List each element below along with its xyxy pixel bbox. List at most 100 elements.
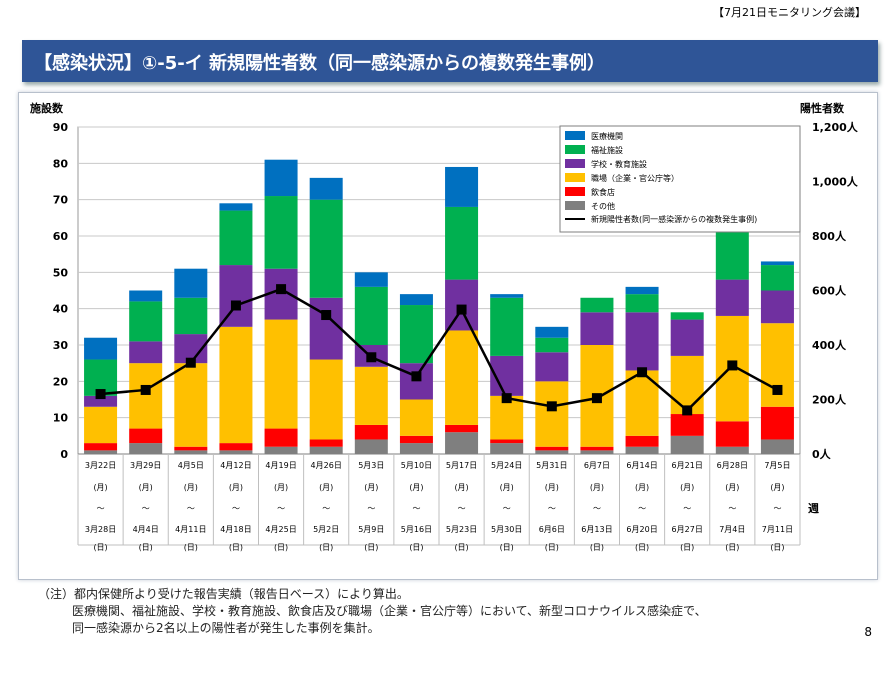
bar-segment xyxy=(129,290,163,302)
x-tick-label-end: 6月27日 xyxy=(672,525,703,534)
x-tick-label-mid1: (月) xyxy=(184,483,198,492)
x-tick-label-mid2: (日) xyxy=(93,543,107,552)
bar-segment xyxy=(580,450,614,454)
y-left-tick-label: 60 xyxy=(53,230,69,243)
x-tick-label-tilde: ～ xyxy=(187,504,195,513)
x-tick-label-start: 3月29日 xyxy=(130,461,161,470)
x-tick-label-mid1: (月) xyxy=(319,483,333,492)
x-tick-label-start: 4月26日 xyxy=(311,461,342,470)
x-tick-label-end: 7月4日 xyxy=(719,525,745,534)
x-tick-label-mid1: (月) xyxy=(590,483,604,492)
x-tick-label-tilde: ～ xyxy=(277,504,285,513)
x-tick-label-mid2: (日) xyxy=(770,543,784,552)
bar-segment xyxy=(535,450,569,454)
x-tick-label-tilde: ～ xyxy=(728,504,736,513)
x-tick-label-tilde: ～ xyxy=(232,504,240,513)
x-tick-label-mid2: (日) xyxy=(635,543,649,552)
x-tick-label-start: 6月21日 xyxy=(672,461,703,470)
x-tick-label-end: 4月4日 xyxy=(133,525,159,534)
line-marker xyxy=(727,360,738,371)
y-left-axis-label: 施設数 xyxy=(30,101,64,115)
bar-segment xyxy=(670,435,704,454)
x-tick-label-mid1: (月) xyxy=(725,483,739,492)
bar-segment xyxy=(219,443,253,451)
bar-segment xyxy=(580,312,614,345)
note-line-2: 医療機関、福祉施設、学校・教育施設、飲食店及び職場（企業・官公庁等）において、新… xyxy=(72,604,707,618)
bar-segment xyxy=(535,352,569,382)
bar-segment xyxy=(219,326,253,444)
line-marker xyxy=(456,304,467,315)
x-tick-label-end: 7月11日 xyxy=(762,525,793,534)
legend-swatch xyxy=(565,187,585,196)
y-left-tick-label: 80 xyxy=(53,157,69,170)
bar-segment xyxy=(445,166,479,207)
bar-segment xyxy=(399,294,433,306)
x-tick-label-start: 4月12日 xyxy=(220,461,251,470)
legend-swatch xyxy=(565,131,585,140)
y-left-tick-label: 50 xyxy=(53,266,69,279)
bar-segment xyxy=(354,286,388,345)
bar-segment xyxy=(264,159,298,197)
bar-segment xyxy=(760,406,794,440)
bar-segment xyxy=(445,330,479,425)
bar-segment xyxy=(219,265,253,327)
bar-segment xyxy=(715,279,749,316)
bar-segment xyxy=(309,359,343,440)
x-tick-label-end: 5月23日 xyxy=(446,525,477,534)
legend-label: 学校・教育施設 xyxy=(591,159,647,169)
bar-segment xyxy=(625,446,659,454)
y-left-tick-label: 10 xyxy=(53,412,69,425)
bar-segment xyxy=(84,450,118,454)
x-tick-label-tilde: ～ xyxy=(322,504,330,513)
x-tick-label-mid1: (月) xyxy=(770,483,784,492)
x-tick-label-mid1: (月) xyxy=(545,483,559,492)
x-tick-label-mid2: (日) xyxy=(725,543,739,552)
x-tick-label-mid2: (日) xyxy=(454,543,468,552)
bar-segment xyxy=(129,341,163,364)
bar-segment xyxy=(580,446,614,451)
x-tick-label-end: 5月2日 xyxy=(313,525,339,534)
x-tick-label-mid1: (月) xyxy=(409,483,423,492)
bar-segment xyxy=(309,177,343,200)
bar-segment xyxy=(219,210,253,266)
note-line-3: 同一感染源から2名以上の陽性者が発生した事例を集計。 xyxy=(72,621,380,635)
x-tick-label-mid1: (月) xyxy=(139,483,153,492)
x-tick-label-end: 4月18日 xyxy=(220,525,251,534)
x-tick-label-end: 6月13日 xyxy=(581,525,612,534)
bar-segment xyxy=(264,196,298,269)
y-left-tick-label: 30 xyxy=(53,339,69,352)
bar-segment xyxy=(264,319,298,429)
bar-segment xyxy=(219,203,253,211)
x-tick-label-tilde: ～ xyxy=(773,504,781,513)
x-tick-label-mid2: (日) xyxy=(274,543,288,552)
bar-segment xyxy=(535,326,569,338)
x-tick-label-tilde: ～ xyxy=(683,504,691,513)
bar-segment xyxy=(490,297,524,356)
x-tick-label-end: 6月20日 xyxy=(626,525,657,534)
x-tick-label-end: 5月30日 xyxy=(491,525,522,534)
bar-segment xyxy=(174,450,208,454)
x-tick-label-end: 5月16日 xyxy=(401,525,432,534)
bar-segment xyxy=(354,439,388,454)
x-tick-label-mid2: (日) xyxy=(409,543,423,552)
line-marker xyxy=(321,310,332,321)
x-tick-label-start: 4月19日 xyxy=(265,461,296,470)
x-tick-label-mid1: (月) xyxy=(680,483,694,492)
line-marker xyxy=(772,384,783,395)
x-tick-label-start: 6月28日 xyxy=(717,461,748,470)
x-tick-label-tilde: ～ xyxy=(458,504,466,513)
x-tick-label-start: 7月5日 xyxy=(764,461,790,470)
bar-segment xyxy=(309,439,343,447)
bar-segment xyxy=(670,414,704,436)
x-tick-label-tilde: ～ xyxy=(638,504,646,513)
y-right-tick-label: 600人 xyxy=(812,284,847,298)
x-tick-label-start: 6月14日 xyxy=(626,461,657,470)
x-tick-label-start: 6月7日 xyxy=(584,461,610,470)
legend-label: 飲食店 xyxy=(591,187,615,197)
x-tick-label-end: 4月11日 xyxy=(175,525,206,534)
bar-segment xyxy=(490,443,524,454)
x-tick-label-start: 3月22日 xyxy=(85,461,116,470)
bar-segment xyxy=(625,286,659,295)
x-tick-label-mid1: (月) xyxy=(274,483,288,492)
